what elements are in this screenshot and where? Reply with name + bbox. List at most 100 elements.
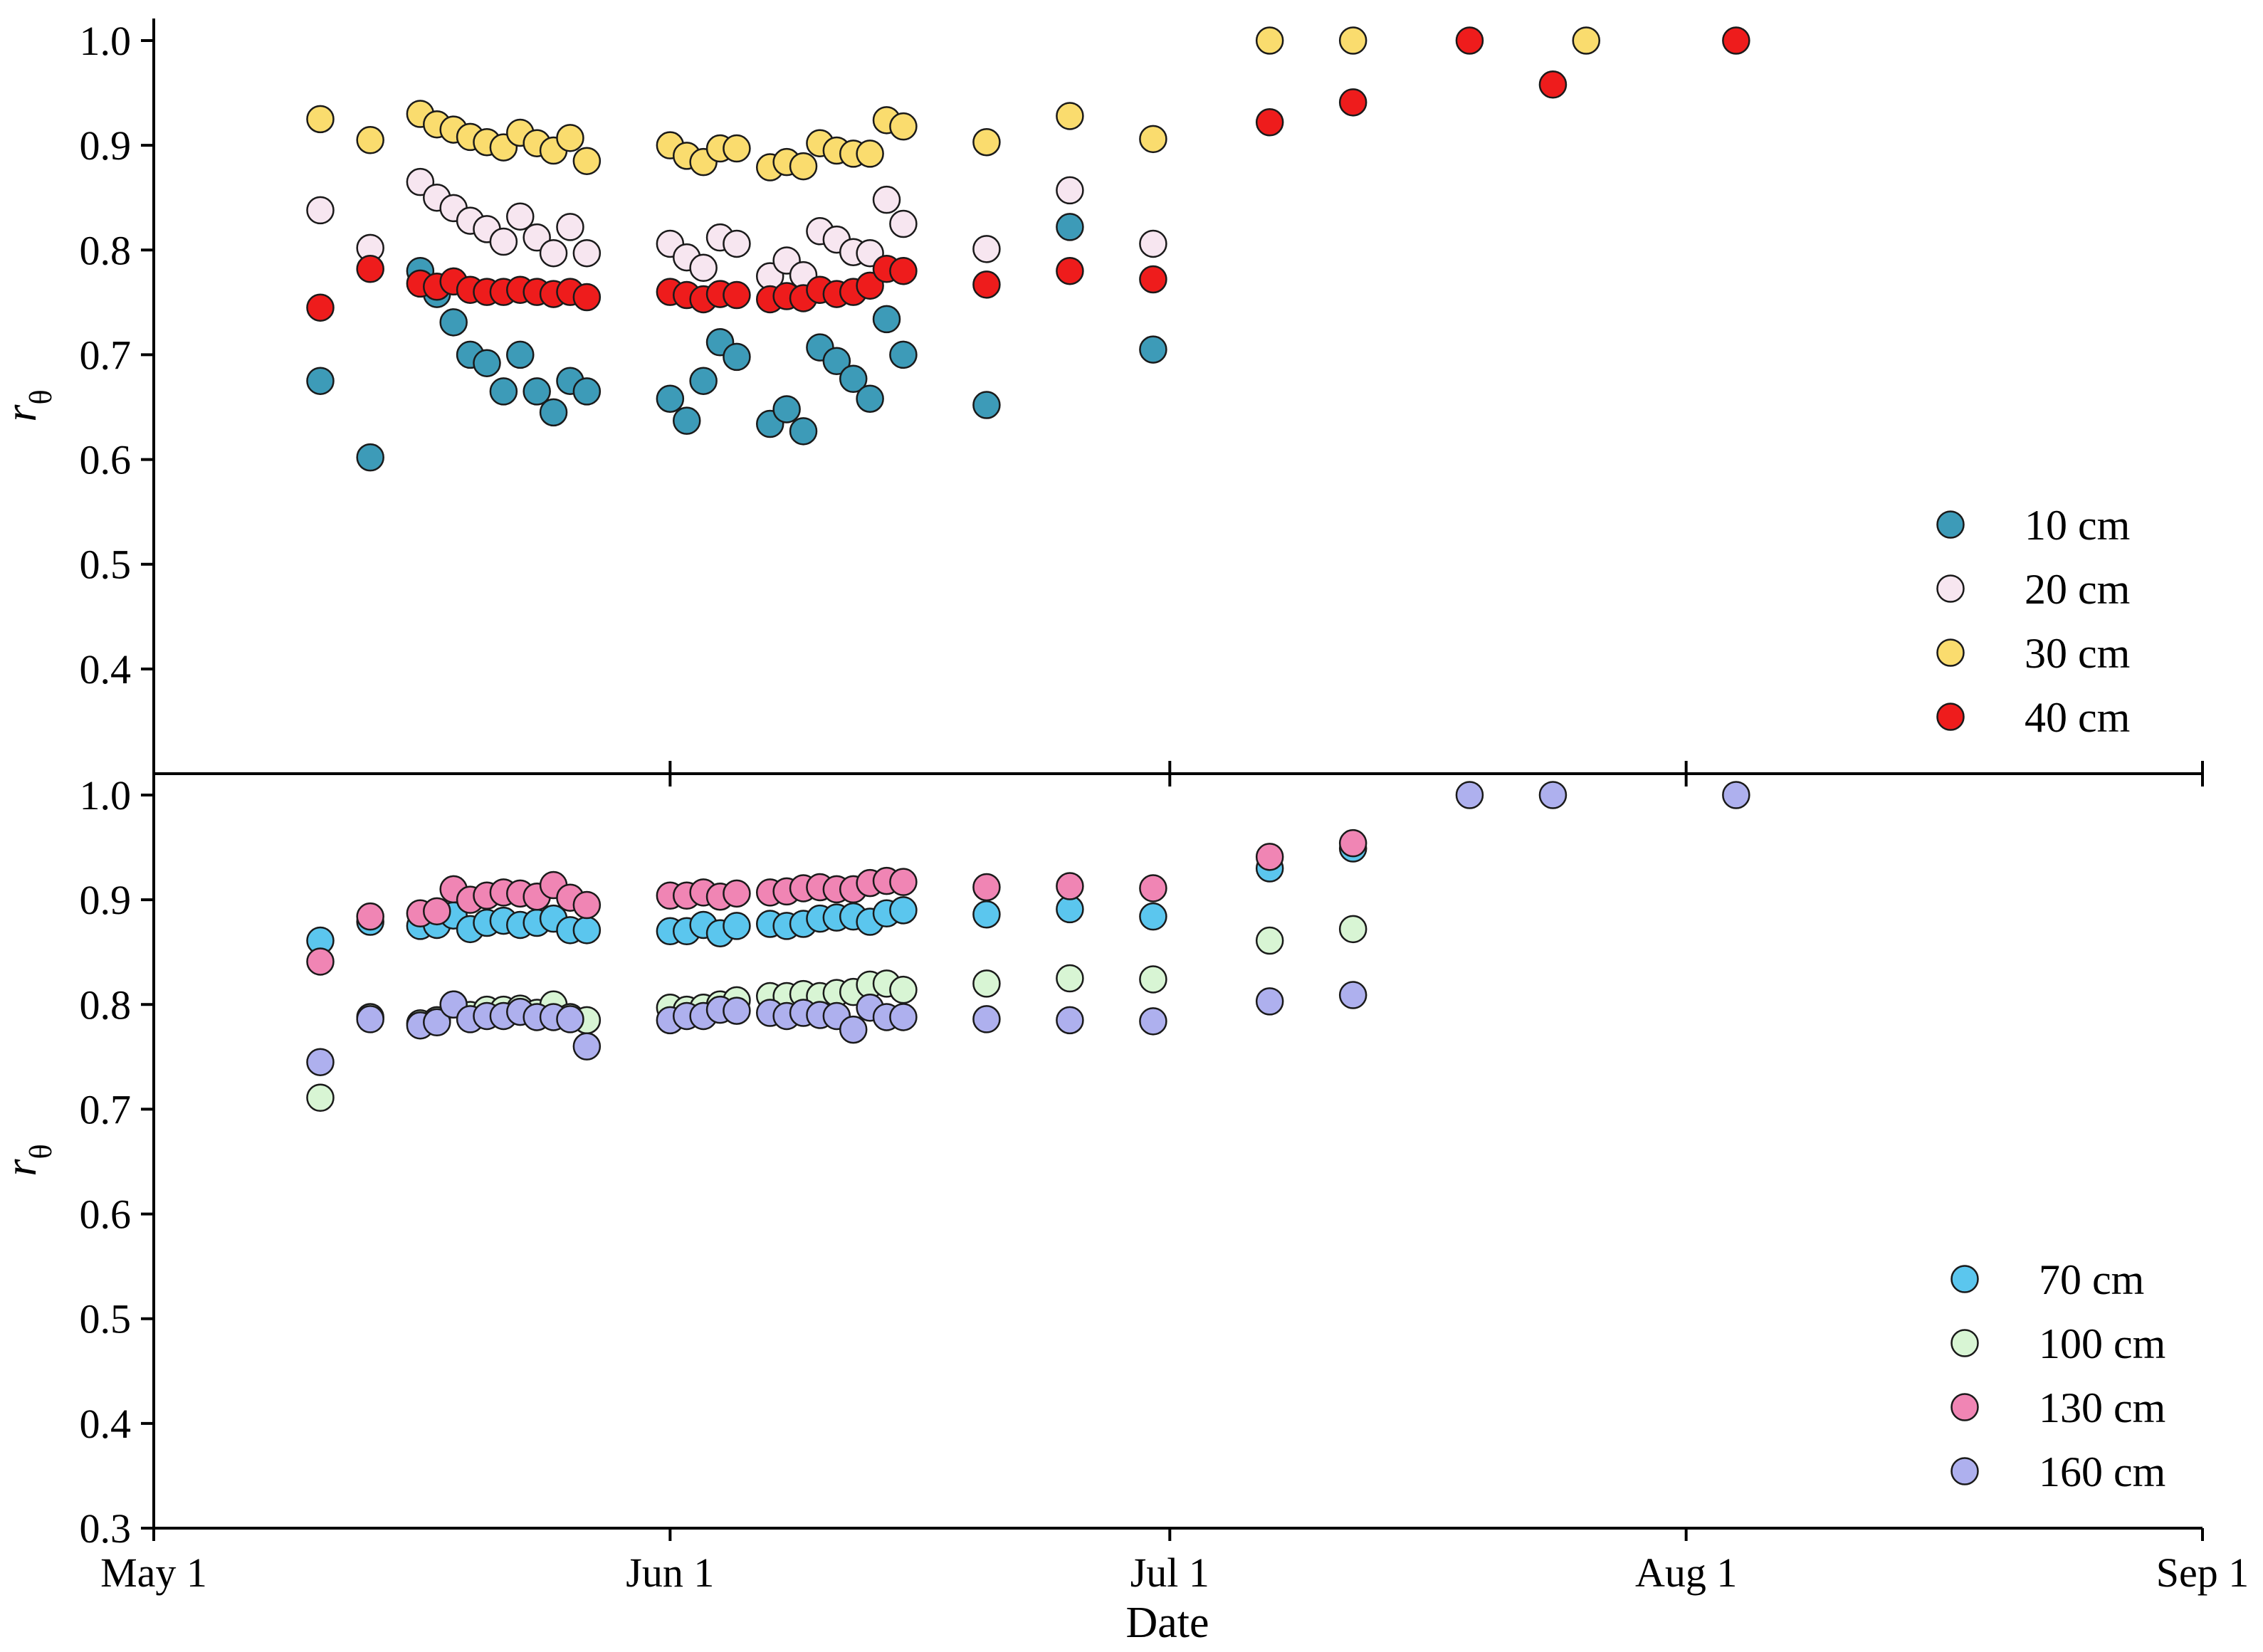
data-point bbox=[723, 996, 751, 1025]
data-point bbox=[1255, 26, 1284, 55]
top-y-axis-title-subscript: θ bbox=[23, 389, 58, 404]
top-y-tick-label: 0.6 bbox=[80, 437, 132, 483]
x-tick-label: Sep 1 bbox=[2156, 1550, 2249, 1596]
data-point bbox=[306, 293, 335, 322]
data-point bbox=[723, 134, 751, 163]
data-point bbox=[556, 1005, 584, 1033]
top-series-40-cm bbox=[306, 26, 1750, 322]
data-point bbox=[1139, 125, 1167, 154]
data-point bbox=[689, 367, 718, 395]
data-point bbox=[889, 975, 918, 1004]
top-y-axis-title-main: r bbox=[0, 404, 46, 422]
data-point bbox=[1538, 70, 1568, 99]
data-point bbox=[1139, 874, 1167, 903]
data-point bbox=[473, 349, 501, 377]
bottom-legend: 70 cm 100 cm 130 cm 160 cm bbox=[1950, 1256, 2165, 1495]
bottom-panel: 0.3 0.4 0.5 0.6 0.7 0.8 0.9 1.0 May 1 Jun 1 Jul 1 A… bbox=[0, 772, 2249, 1647]
top-y-tick-label: 0.8 bbox=[80, 227, 132, 273]
data-point bbox=[1455, 781, 1484, 809]
bottom-y-tick-label: 0.4 bbox=[80, 1401, 132, 1447]
data-point bbox=[489, 227, 518, 256]
legend-marker bbox=[1950, 1393, 1979, 1421]
data-point bbox=[856, 140, 884, 168]
legend-label: 160 cm bbox=[2039, 1448, 2165, 1495]
data-point bbox=[856, 271, 884, 300]
data-point bbox=[772, 395, 801, 423]
data-point bbox=[306, 367, 335, 395]
legend-label: 70 cm bbox=[2039, 1256, 2144, 1303]
legend-marker bbox=[1950, 1265, 1979, 1293]
legend-label: 40 cm bbox=[2025, 694, 2130, 741]
data-point bbox=[423, 1008, 451, 1037]
data-point bbox=[1255, 843, 1284, 871]
data-point bbox=[723, 912, 751, 940]
bottom-points bbox=[306, 781, 1750, 1112]
data-point bbox=[1338, 26, 1367, 55]
bottom-axes: 0.3 0.4 0.5 0.6 0.7 0.8 0.9 1.0 May 1 Jun 1 Jul 1 A… bbox=[80, 772, 2249, 1596]
top-series-20-cm bbox=[306, 167, 1167, 290]
data-point bbox=[1338, 88, 1367, 117]
bottom-y-tick-label: 0.6 bbox=[80, 1191, 132, 1238]
data-point bbox=[789, 152, 818, 181]
data-point bbox=[1056, 102, 1084, 130]
data-point bbox=[572, 1032, 602, 1061]
legend-marker bbox=[1936, 638, 1965, 667]
top-y-tick-label: 0.7 bbox=[80, 332, 132, 378]
legend-marker bbox=[1950, 1329, 1979, 1357]
data-point bbox=[972, 969, 1001, 998]
data-point bbox=[723, 342, 751, 372]
data-point bbox=[1056, 176, 1084, 205]
x-tick-label: May 1 bbox=[100, 1550, 207, 1596]
data-point bbox=[972, 235, 1001, 263]
legend-label: 20 cm bbox=[2025, 566, 2130, 613]
data-point bbox=[972, 127, 1001, 157]
bottom-y-tick-label: 0.5 bbox=[80, 1296, 132, 1342]
data-point bbox=[1139, 335, 1167, 364]
data-point bbox=[356, 443, 384, 472]
data-point bbox=[572, 147, 602, 175]
x-tick-label: Aug 1 bbox=[1635, 1550, 1737, 1596]
data-point bbox=[572, 238, 602, 268]
data-point bbox=[1572, 26, 1601, 55]
data-point bbox=[689, 253, 718, 283]
legend-marker bbox=[1950, 1457, 1979, 1485]
data-point bbox=[523, 377, 551, 406]
legend-marker bbox=[1936, 510, 1965, 539]
data-point bbox=[489, 377, 518, 406]
data-point bbox=[1139, 229, 1167, 258]
top-points bbox=[306, 26, 1750, 472]
bottom-y-tick-label: 1.0 bbox=[80, 772, 132, 819]
data-point bbox=[889, 340, 918, 369]
data-point bbox=[889, 209, 918, 238]
data-point bbox=[1722, 781, 1750, 809]
data-point bbox=[1255, 926, 1284, 955]
data-point bbox=[1139, 1007, 1167, 1036]
data-point bbox=[723, 280, 751, 310]
data-point bbox=[1455, 26, 1484, 55]
data-point bbox=[572, 890, 602, 920]
top-y-tick-label: 0.5 bbox=[80, 542, 132, 588]
bottom-y-tick-label: 0.7 bbox=[80, 1086, 132, 1132]
data-point bbox=[1139, 965, 1167, 994]
data-point bbox=[856, 384, 884, 413]
data-point bbox=[839, 364, 868, 394]
data-point bbox=[789, 417, 818, 446]
bottom-y-axis-title: rθ bbox=[0, 1144, 58, 1176]
bottom-series-160-cm bbox=[306, 781, 1750, 1076]
top-y-tick-label: 0.4 bbox=[80, 646, 132, 693]
x-tick-label: Jul 1 bbox=[1130, 1550, 1209, 1596]
data-point bbox=[306, 1083, 335, 1112]
data-point bbox=[839, 1015, 868, 1044]
data-point bbox=[306, 1048, 335, 1076]
data-point bbox=[1338, 915, 1367, 944]
data-point bbox=[1139, 902, 1167, 931]
data-point bbox=[356, 902, 384, 931]
bottom-y-tick-label: 0.8 bbox=[80, 982, 132, 1028]
data-point bbox=[872, 185, 901, 214]
top-y-axis-title: rθ bbox=[0, 389, 58, 421]
data-point bbox=[306, 947, 335, 976]
data-point bbox=[572, 377, 602, 406]
data-point bbox=[972, 900, 1001, 929]
legend-label: 130 cm bbox=[2039, 1384, 2165, 1431]
data-point bbox=[539, 238, 568, 268]
